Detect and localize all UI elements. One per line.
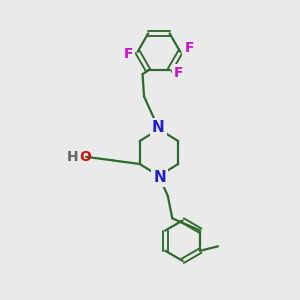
Text: O: O [79,150,91,164]
Text: N: N [153,170,166,185]
Text: F: F [184,41,194,56]
Text: F: F [123,47,133,61]
Text: N: N [152,120,165,135]
Text: F: F [174,66,183,80]
Text: H: H [66,150,78,164]
